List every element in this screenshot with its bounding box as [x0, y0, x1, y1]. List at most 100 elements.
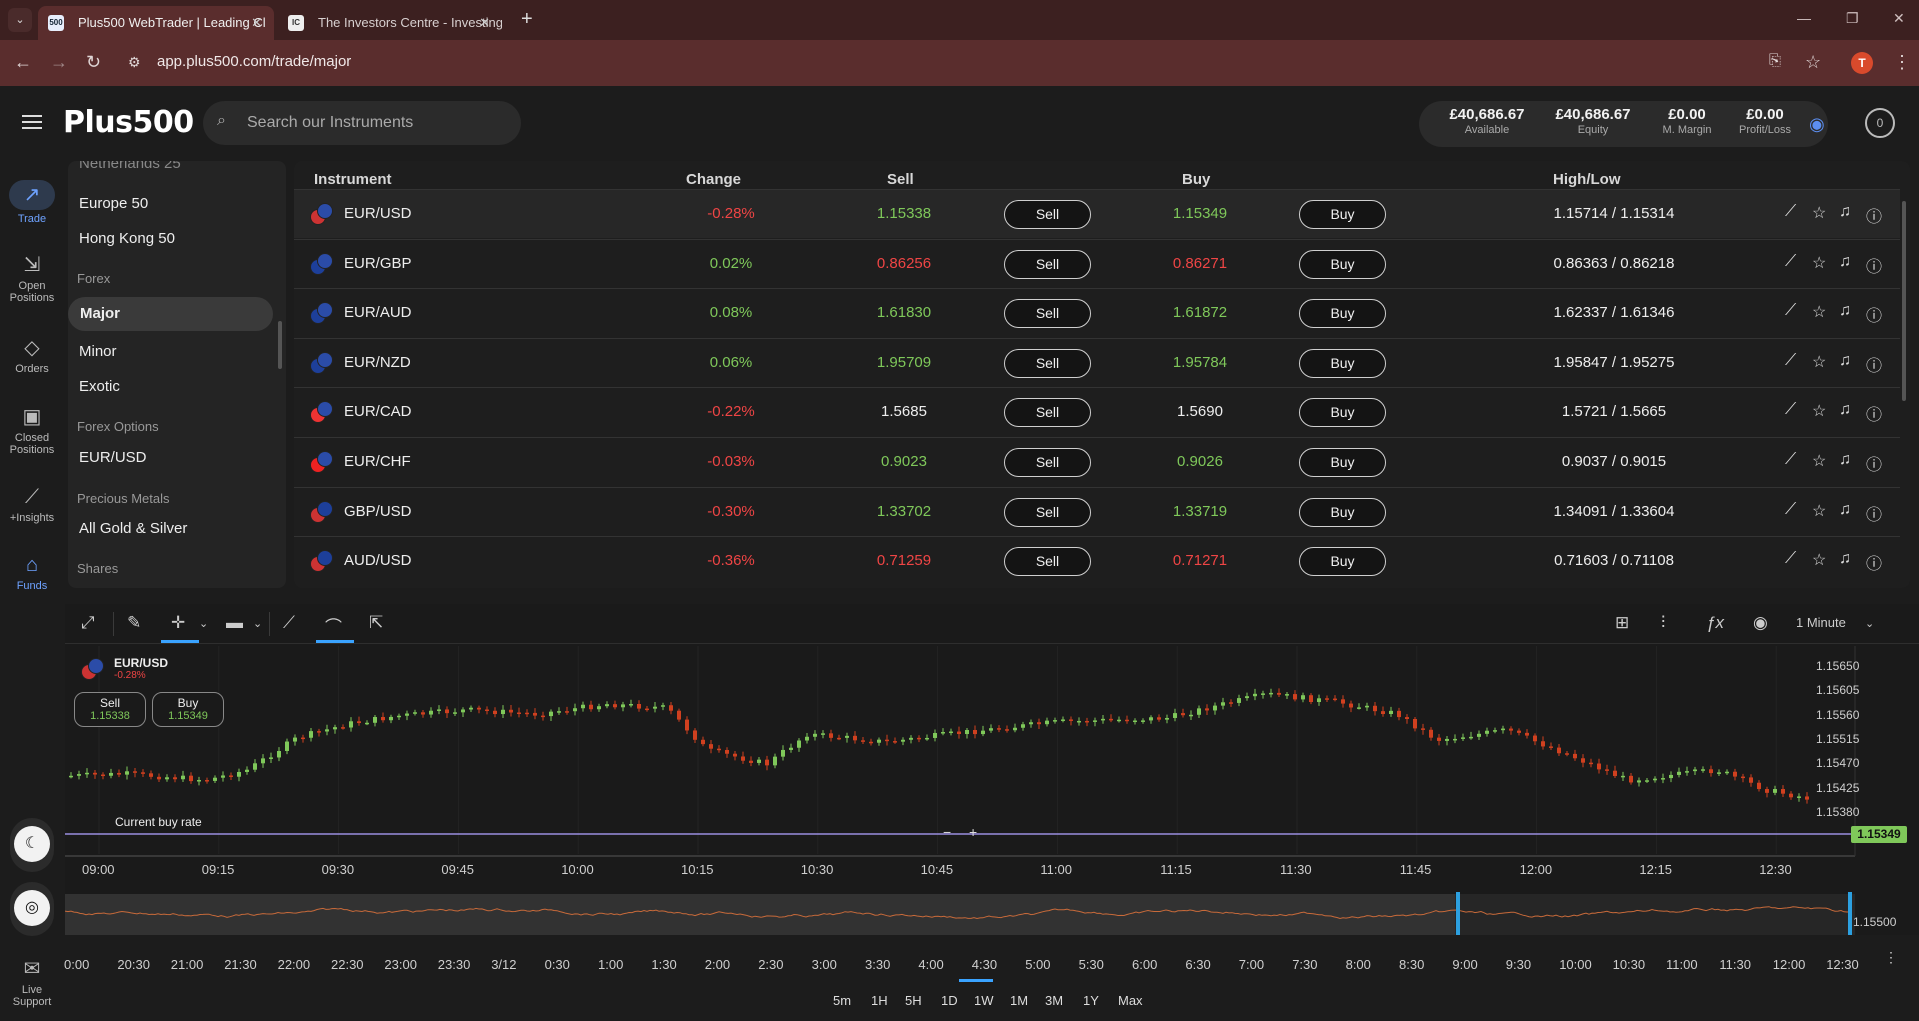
info-icon[interactable]: ⓘ	[1866, 357, 1883, 375]
bell-icon[interactable]: ♫	[1839, 203, 1851, 220]
rail-open-positions[interactable]: ⇲ Open Positions	[0, 252, 64, 304]
chevron-down-icon[interactable]: ⌄	[253, 618, 263, 630]
instrument-name[interactable]: AUD/USD	[344, 552, 412, 570]
nav-item-europe-50[interactable]: Europe 50	[79, 195, 149, 212]
rail-funds[interactable]: ⌂ Funds	[0, 554, 64, 592]
range-1d[interactable]: 1D	[941, 993, 958, 1008]
range-max[interactable]: Max	[1118, 993, 1143, 1008]
buy-button[interactable]: Buy	[1299, 448, 1386, 477]
chart-icon[interactable]: ⟋	[1785, 302, 1797, 320]
chart-icon[interactable]: ⟋	[1785, 252, 1797, 270]
info-icon[interactable]: ⓘ	[1866, 407, 1883, 425]
sell-button[interactable]: Sell	[1004, 398, 1091, 428]
bell-icon[interactable]: ♫	[1839, 302, 1851, 320]
table-row[interactable]: EUR/CAD -0.22% 1.5685 Sell 1.5690 Buy 1.5721 /…	[294, 387, 1900, 436]
range-3m[interactable]: 3M	[1045, 993, 1064, 1008]
chart-icon[interactable]: ⟋	[1785, 500, 1797, 518]
instrument-name[interactable]: EUR/AUD	[344, 304, 412, 322]
sell-button[interactable]: Sell	[1004, 348, 1091, 378]
pencil-icon[interactable]: ✎	[127, 613, 142, 632]
chart-sell-button[interactable]: Sell 1.15338	[74, 692, 146, 727]
table-row[interactable]: GBP/USD -0.30% 1.33702 Sell 1.33719 Buy 1.3409…	[294, 486, 1900, 536]
window-close-icon[interactable]: ✕	[1893, 10, 1905, 26]
tab-investors-centre[interactable]: IC The Investors Centre - Investing ✕	[278, 6, 502, 40]
info-icon[interactable]: ⓘ	[1866, 457, 1883, 474]
candlestick-icon[interactable]: ⫶	[1661, 613, 1666, 632]
close-tab-icon[interactable]: ✕	[251, 15, 262, 30]
star-icon[interactable]: ☆	[1812, 304, 1827, 322]
buy-button[interactable]: Buy	[1299, 497, 1386, 527]
info-icon[interactable]: ⓘ	[1866, 209, 1883, 226]
rail-insights[interactable]: ⟋ +Insights	[0, 486, 64, 524]
range-5m[interactable]: 5m	[833, 993, 852, 1008]
buy-button[interactable]: Buy	[1299, 299, 1386, 329]
chevron-down-icon[interactable]: ⌄	[1865, 618, 1875, 630]
info-icon[interactable]: ⓘ	[1866, 308, 1883, 326]
layout-grid-icon[interactable]: ⊞	[1615, 613, 1630, 632]
nav-item-minor[interactable]: Minor	[79, 343, 117, 360]
back-icon[interactable]: ←	[14, 52, 32, 72]
nav-item-exotic[interactable]: Exotic	[79, 378, 120, 395]
sell-button[interactable]: Sell	[1004, 249, 1091, 279]
more-options-icon[interactable]: ⋮	[1884, 949, 1898, 965]
table-row[interactable]: EUR/CHF -0.03% 0.9023 Sell 0.9026 Buy 0.9037 /…	[294, 437, 1900, 486]
url-field[interactable]: app.plus500.com/trade/major	[157, 53, 352, 70]
price-chart[interactable]	[65, 604, 1919, 935]
indicator-icon[interactable]: ⌒	[325, 618, 342, 637]
profile-avatar[interactable]: T	[1851, 52, 1873, 74]
sell-button[interactable]: Sell	[1004, 497, 1091, 527]
rail-closed-positions[interactable]: ▣ Closed Positions	[0, 404, 64, 456]
reload-icon[interactable]: ↻	[86, 52, 102, 72]
tab-search-dropdown[interactable]: ⌄	[8, 8, 32, 32]
instrument-name[interactable]: EUR/GBP	[344, 254, 412, 272]
buy-button[interactable]: Buy	[1299, 547, 1386, 577]
rail-trade[interactable]: ↗ Trade	[0, 180, 64, 225]
range-1m[interactable]: 1M	[1010, 993, 1029, 1008]
star-icon[interactable]: ☆	[1812, 403, 1827, 421]
rail-live-support[interactable]: ✉ Live Support	[0, 956, 64, 1008]
new-tab-icon[interactable]: +	[521, 8, 533, 30]
chart-buy-button[interactable]: Buy 1.15349	[152, 692, 224, 727]
star-icon[interactable]: ☆	[1812, 502, 1827, 520]
col-sell[interactable]: Sell	[887, 171, 914, 188]
external-link-icon[interactable]: ⇱	[369, 613, 384, 632]
table-scrollbar[interactable]	[1902, 201, 1906, 401]
minimize-icon[interactable]: —	[1797, 10, 1811, 26]
restore-icon[interactable]: ❐	[1846, 10, 1859, 26]
col-high-low[interactable]: High/Low	[1553, 171, 1621, 188]
instrument-name[interactable]: EUR/CHF	[344, 453, 411, 470]
chevron-down-icon[interactable]: ⌄	[199, 618, 209, 630]
buy-button[interactable]: Buy	[1299, 200, 1386, 229]
zoom-out-icon[interactable]: −	[943, 824, 952, 840]
interval-select[interactable]: 1 Minute	[1796, 615, 1846, 630]
sell-button[interactable]: Sell	[1004, 448, 1091, 477]
nav-scrollbar[interactable]	[278, 321, 282, 369]
nav-item-major[interactable]: Major	[68, 297, 273, 331]
search-input[interactable]: ⌕ Search our Instruments	[203, 101, 521, 145]
info-icon[interactable]: ⓘ	[1866, 556, 1883, 574]
star-icon[interactable]: ☆	[1812, 254, 1827, 272]
bell-icon[interactable]: ♫	[1839, 252, 1851, 270]
rail-orders[interactable]: ◇ Orders	[0, 335, 64, 375]
comment-icon[interactable]: ▬	[226, 613, 243, 632]
tab-plus500[interactable]: 500 Plus500 WebTrader | Leading Cl ✕	[38, 6, 274, 40]
range-1y[interactable]: 1Y	[1083, 993, 1099, 1008]
instrument-name[interactable]: EUR/CAD	[344, 403, 412, 421]
sell-button[interactable]: Sell	[1004, 547, 1091, 577]
site-info-icon[interactable]: ⚙	[128, 54, 141, 70]
nav-item-gold-silver[interactable]: All Gold & Silver	[79, 520, 188, 537]
table-row[interactable]: EUR/AUD 0.08% 1.61830 Sell 1.61872 Buy 1.62337…	[294, 288, 1900, 337]
info-icon[interactable]: ⓘ	[1866, 506, 1883, 524]
table-row[interactable]: AUD/USD -0.36% 0.71259 Sell 0.71271 Buy 0.7160…	[294, 536, 1900, 585]
bell-icon[interactable]: ♫	[1839, 451, 1851, 468]
fullscreen-icon[interactable]: ⤢	[81, 613, 95, 632]
menu-icon[interactable]	[22, 115, 42, 129]
bell-icon[interactable]: ♫	[1839, 550, 1851, 568]
range-1h[interactable]: 1H	[871, 993, 888, 1008]
zoom-in-icon[interactable]: +	[969, 824, 978, 840]
star-icon[interactable]: ☆	[1812, 552, 1827, 570]
bell-icon[interactable]: ♫	[1839, 500, 1851, 518]
nav-item-eur-usd-option[interactable]: EUR/USD	[79, 449, 147, 466]
close-tab-icon[interactable]: ✕	[479, 15, 490, 30]
bell-icon[interactable]: ♫	[1839, 401, 1851, 419]
